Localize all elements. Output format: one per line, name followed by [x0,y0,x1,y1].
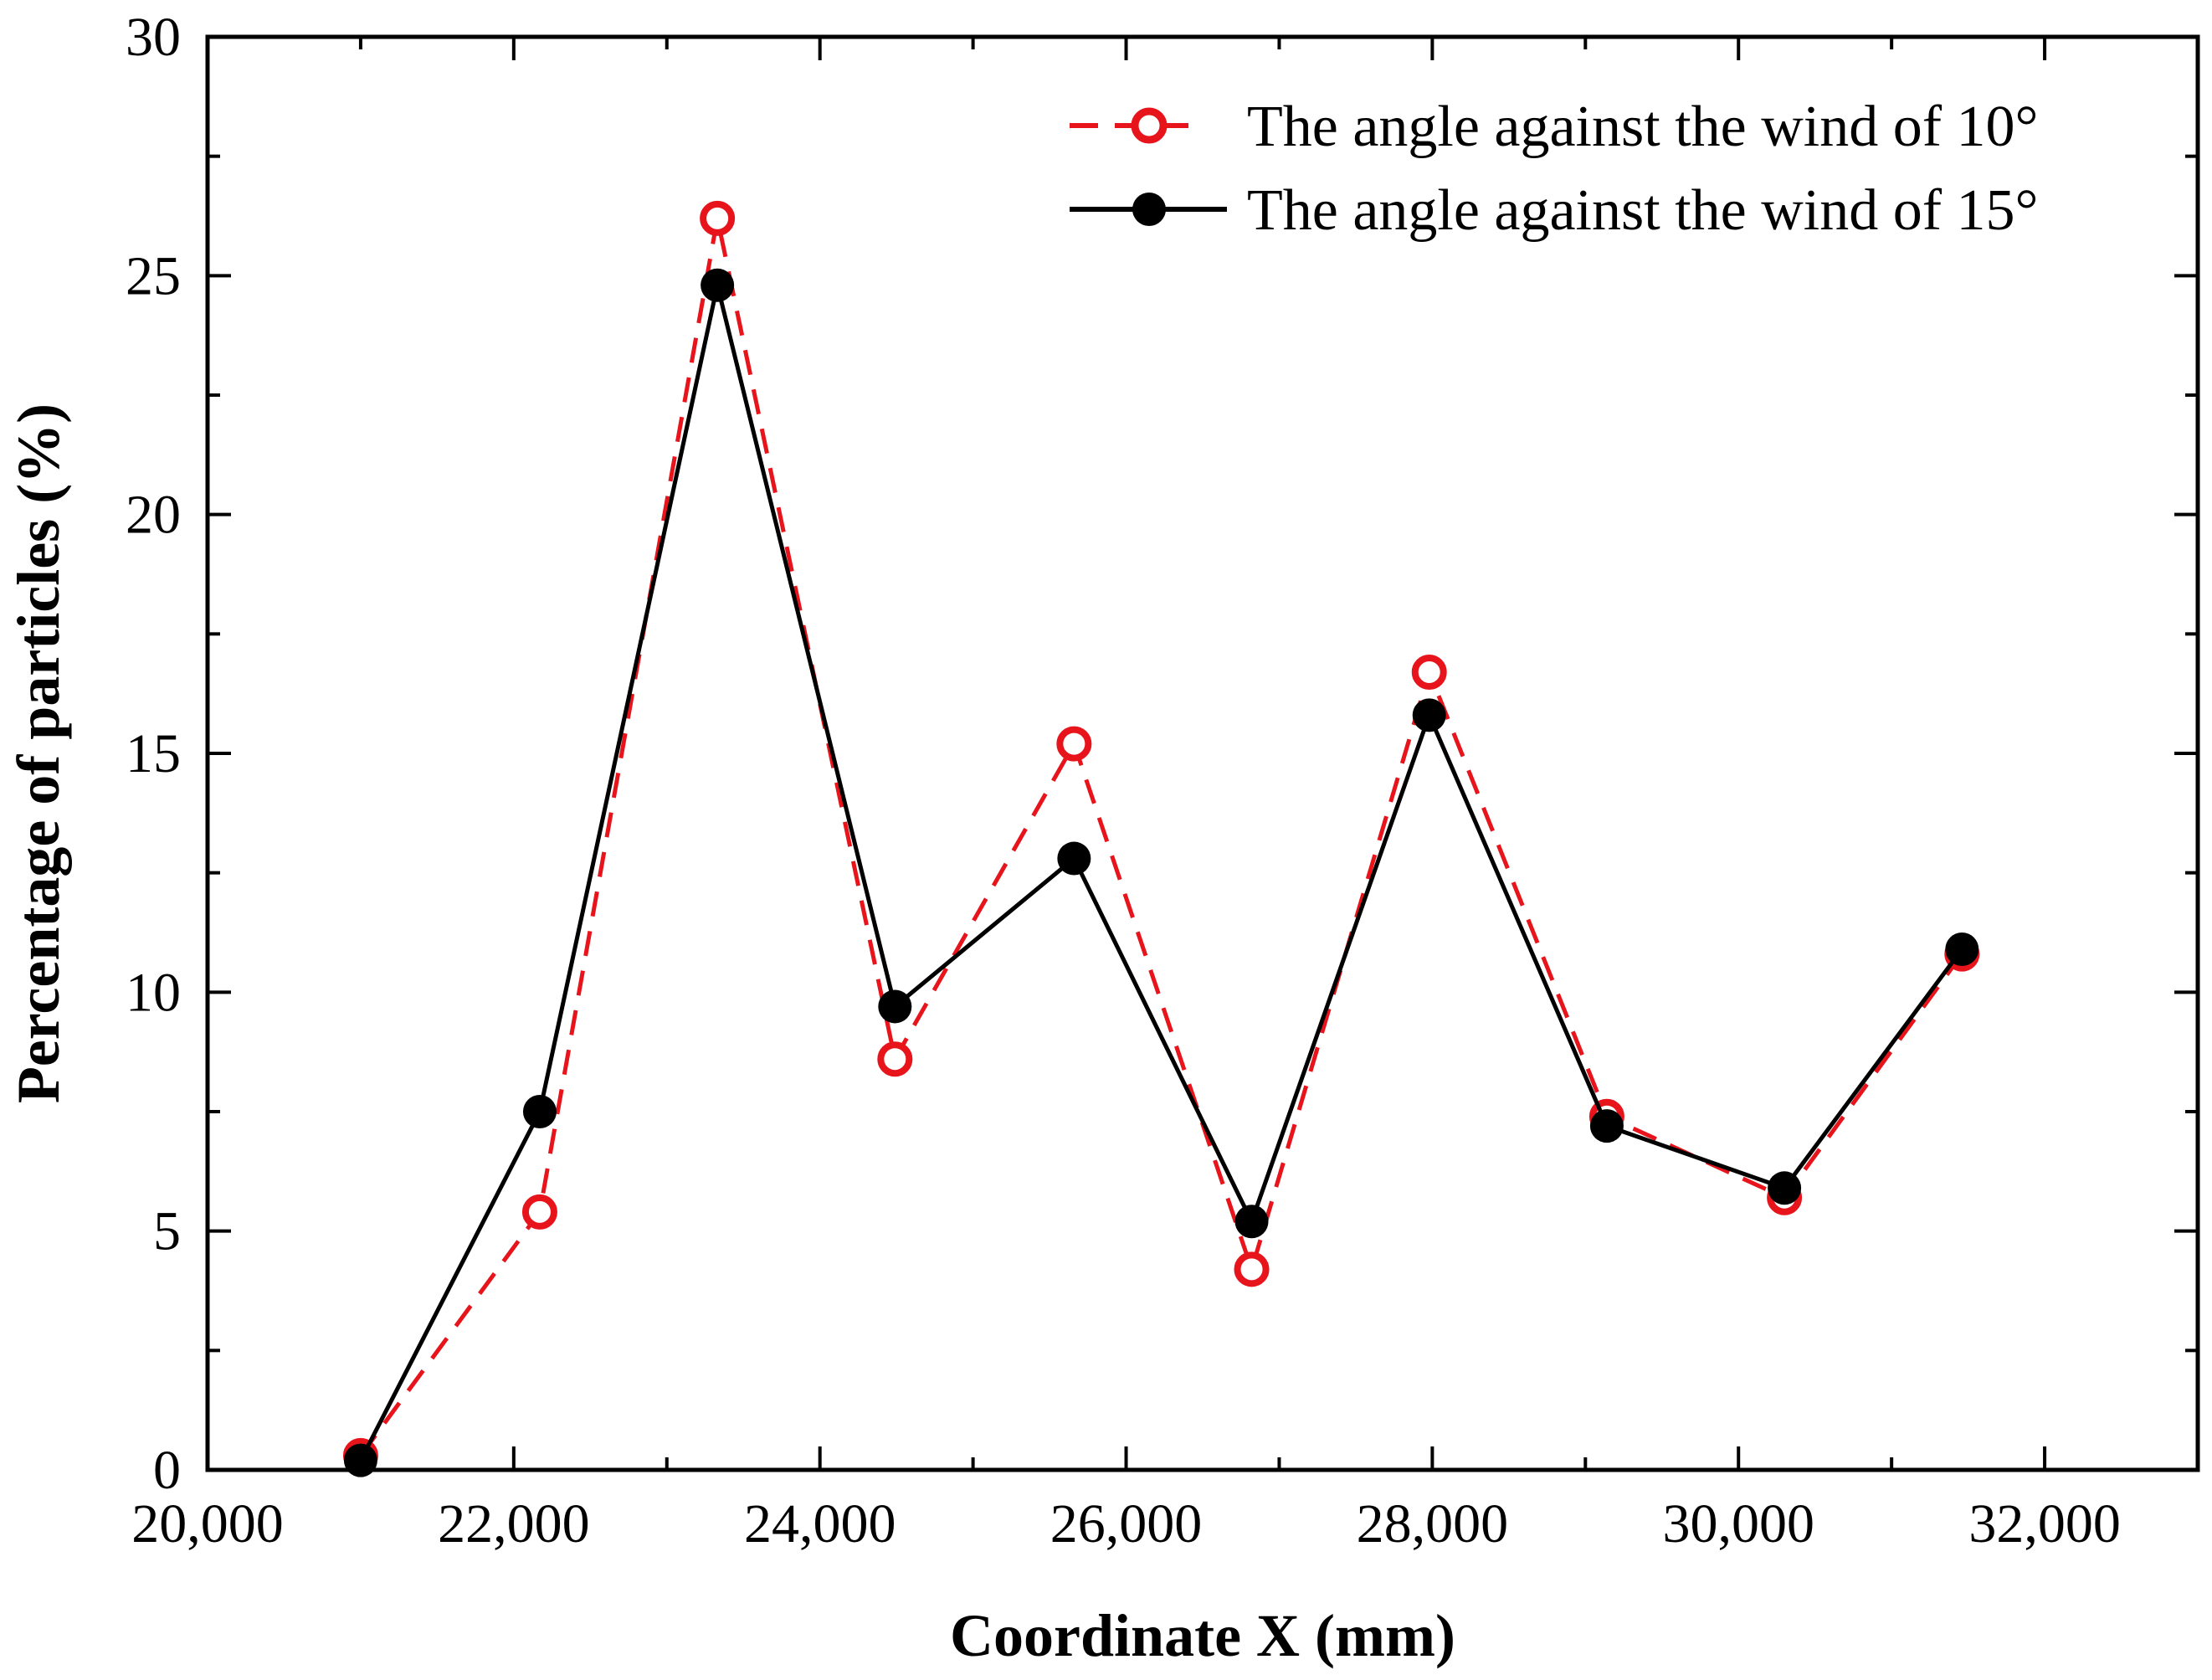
x-tick-label: 28,000 [1357,1493,1509,1554]
data-point [521,1194,557,1230]
legend-label-10deg: The angle against the wind of 10° [1247,95,2039,159]
data-point [1057,841,1091,876]
data-point [1234,1205,1269,1239]
data-point [700,200,736,236]
y-axis-ticks [208,35,2198,1472]
data-point [1234,1251,1270,1287]
y-tick-label: 0 [153,1440,181,1501]
y-tick-label: 20 [126,485,181,546]
legend: The angle against the wind of 10° The an… [1070,95,2039,243]
data-point [1945,932,1979,966]
x-tick-label: 30,000 [1662,1493,1814,1554]
data-point [1589,1109,1624,1143]
data-point [1768,1171,1802,1205]
series-line [358,216,1964,1457]
x-axis-title: Coordinate X (mm) [950,1602,1455,1669]
data-point [701,268,735,302]
y-tick-label: 30 [126,7,181,68]
x-tick-label: 32,000 [1968,1493,2121,1554]
y-tick-label: 5 [153,1201,181,1262]
data-point [343,1443,377,1477]
legend-item-10deg: The angle against the wind of 10° [1070,95,2039,159]
data-point [1411,654,1447,690]
series-layer [342,200,1980,1477]
x-tick-label: 24,000 [744,1493,896,1554]
data-point [877,1041,913,1077]
data-point [1412,698,1446,732]
series-1 [343,268,1979,1477]
series-line [358,283,1964,1462]
y-tick-label: 25 [126,245,181,306]
legend-marker-15deg [1132,193,1166,226]
data-point [522,1095,557,1128]
legend-marker-10deg [1131,107,1168,144]
legend-item-15deg: The angle against the wind of 15° [1070,178,2039,243]
y-tick-label: 10 [126,962,181,1023]
x-axis-tick-labels: 20,000 22,000 24,000 26,000 28,000 30,000 32,0… [131,1493,2121,1554]
data-point [1056,726,1092,762]
y-axis-title: Percentage of particles (%) [5,403,72,1103]
x-tick-label: 22,000 [438,1493,590,1554]
y-tick-label: 15 [126,723,181,784]
data-point [878,989,912,1024]
y-axis-tick-labels: 0 5 10 15 20 25 30 [126,7,181,1501]
x-tick-label: 20,000 [131,1493,284,1554]
legend-label-15deg: The angle against the wind of 15° [1247,178,2039,243]
x-axis-ticks [206,37,2047,1470]
x-tick-label: 26,000 [1050,1493,1203,1554]
